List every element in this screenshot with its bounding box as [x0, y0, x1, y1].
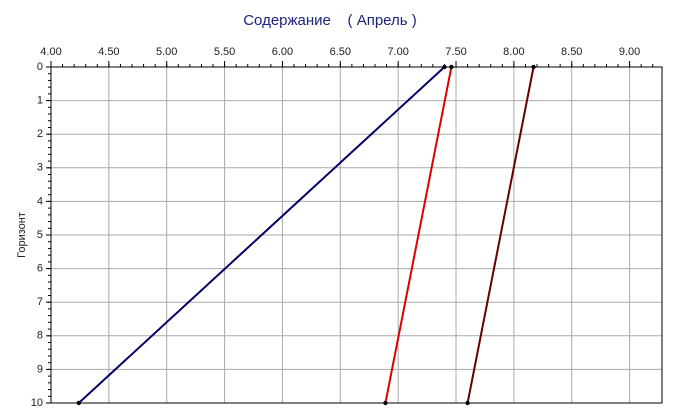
x-tick-label: 5.50 [214, 46, 235, 58]
point [531, 64, 536, 70]
x-tick-label: 4.50 [98, 46, 119, 58]
x-tick-label: 8.50 [561, 46, 582, 58]
y-tick-label: 0 [37, 61, 43, 73]
chart-title: Содержание ( Апрель ) [243, 12, 417, 29]
y-tick-label: 4 [37, 195, 43, 207]
y-tick-label: 10 [31, 397, 43, 409]
y-tick-label: 8 [37, 330, 43, 342]
x-tick-label: 9.00 [619, 46, 640, 58]
x-tick-label: 4.00 [40, 46, 61, 58]
series-line [384, 66, 453, 404]
x-tick-label: 7.00 [387, 46, 408, 58]
y-axis-label: Горизонт [16, 212, 28, 258]
x-tick-label: 6.50 [330, 46, 351, 58]
plot-frame [50, 66, 663, 404]
x-tick-label: 6.00 [272, 46, 293, 58]
point [383, 400, 388, 406]
y-tick-label: 6 [37, 263, 43, 275]
series-line [466, 66, 535, 404]
y-tick-label: 1 [37, 95, 43, 107]
point [465, 400, 470, 406]
series-line [78, 66, 446, 404]
y-tick-label: 7 [37, 296, 43, 308]
y-tick-label: 2 [37, 128, 43, 140]
x-tick-label: 7.50 [445, 46, 466, 58]
y-tick-label: 3 [37, 162, 43, 174]
point [449, 64, 454, 70]
y-tick-label: 9 [37, 363, 43, 375]
point [76, 400, 81, 406]
point [442, 64, 447, 70]
x-tick-label: 5.00 [156, 46, 177, 58]
x-tick-label: 8.00 [503, 46, 524, 58]
y-tick-label: 5 [37, 229, 43, 241]
